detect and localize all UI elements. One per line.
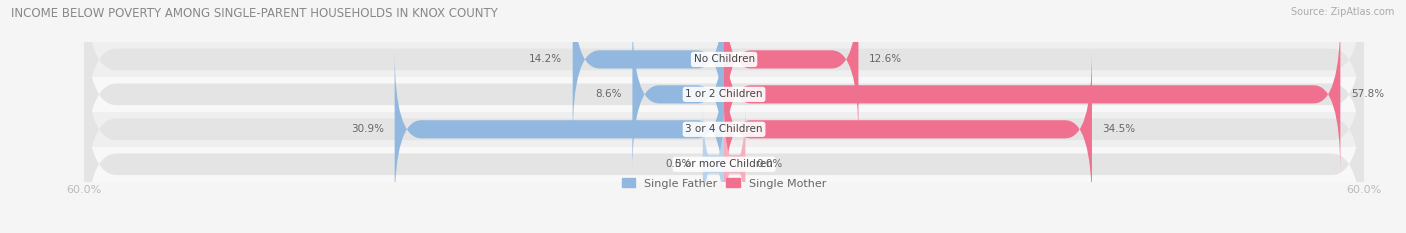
FancyBboxPatch shape [724,51,1092,208]
FancyBboxPatch shape [724,0,859,138]
FancyBboxPatch shape [84,35,1364,223]
Legend: Single Father, Single Mother: Single Father, Single Mother [617,174,831,193]
FancyBboxPatch shape [84,70,1364,233]
Text: No Children: No Children [693,55,755,64]
FancyBboxPatch shape [395,51,724,208]
FancyBboxPatch shape [84,0,1364,188]
Text: 12.6%: 12.6% [869,55,903,64]
Text: 57.8%: 57.8% [1351,89,1384,99]
Text: INCOME BELOW POVERTY AMONG SINGLE-PARENT HOUSEHOLDS IN KNOX COUNTY: INCOME BELOW POVERTY AMONG SINGLE-PARENT… [11,7,498,20]
Text: Source: ZipAtlas.com: Source: ZipAtlas.com [1291,7,1395,17]
FancyBboxPatch shape [84,0,1364,154]
Bar [84,112,1364,147]
FancyBboxPatch shape [724,16,1340,173]
Text: 5 or more Children: 5 or more Children [675,159,773,169]
Text: 1 or 2 Children: 1 or 2 Children [685,89,763,99]
Text: 3 or 4 Children: 3 or 4 Children [685,124,763,134]
FancyBboxPatch shape [633,16,724,173]
Text: 8.6%: 8.6% [595,89,621,99]
Text: 0.0%: 0.0% [666,159,692,169]
Text: 0.0%: 0.0% [756,159,782,169]
FancyBboxPatch shape [572,0,724,138]
Bar [84,42,1364,77]
FancyBboxPatch shape [724,103,745,225]
Text: 30.9%: 30.9% [352,124,384,134]
Text: 14.2%: 14.2% [529,55,562,64]
Bar [84,77,1364,112]
Bar [84,147,1364,182]
FancyBboxPatch shape [703,103,724,225]
Text: 34.5%: 34.5% [1102,124,1136,134]
